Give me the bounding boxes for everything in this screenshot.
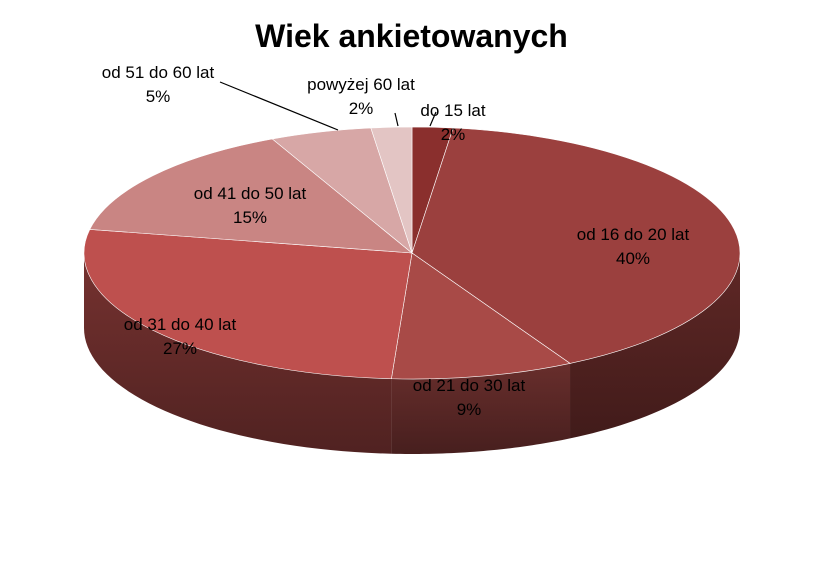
slice-label-3: od 31 do 40 lat <box>124 315 237 334</box>
slice-value-label-2: 9% <box>457 400 482 419</box>
slice-label-0: do 15 lat <box>420 101 485 120</box>
pie-slice-4 <box>89 138 413 254</box>
slice-value-label-1: 40% <box>616 249 650 268</box>
slice-value-label-5: 5% <box>146 87 171 106</box>
slice-value-label-0: 2% <box>441 125 466 144</box>
slice-value-label-6: 2% <box>349 99 374 118</box>
slice-label-4: od 41 do 50 lat <box>194 184 307 203</box>
pie-side-3 <box>84 253 392 454</box>
slice-label-1: od 16 do 20 lat <box>577 225 690 244</box>
chart-title: Wiek ankietowanych <box>255 18 568 54</box>
slice-value-label-4: 15% <box>233 208 267 227</box>
pie-side-1 <box>570 253 740 439</box>
slice-label-6: powyżej 60 lat <box>307 75 415 94</box>
leader-line-0 <box>429 111 437 127</box>
slice-label-5: od 51 do 60 lat <box>102 63 215 82</box>
pie-slice-6 <box>370 126 413 254</box>
leader-line-6 <box>394 112 399 127</box>
slice-value-label-3: 27% <box>163 339 197 358</box>
pie-slice-2 <box>391 252 571 380</box>
pie-slice-3 <box>83 229 413 380</box>
pie-side-2 <box>391 363 571 454</box>
pie-side-walls <box>84 253 740 454</box>
pie-slice-1 <box>411 127 741 364</box>
slice-label-2: od 21 do 30 lat <box>413 376 526 395</box>
leader-line-5 <box>219 81 339 131</box>
